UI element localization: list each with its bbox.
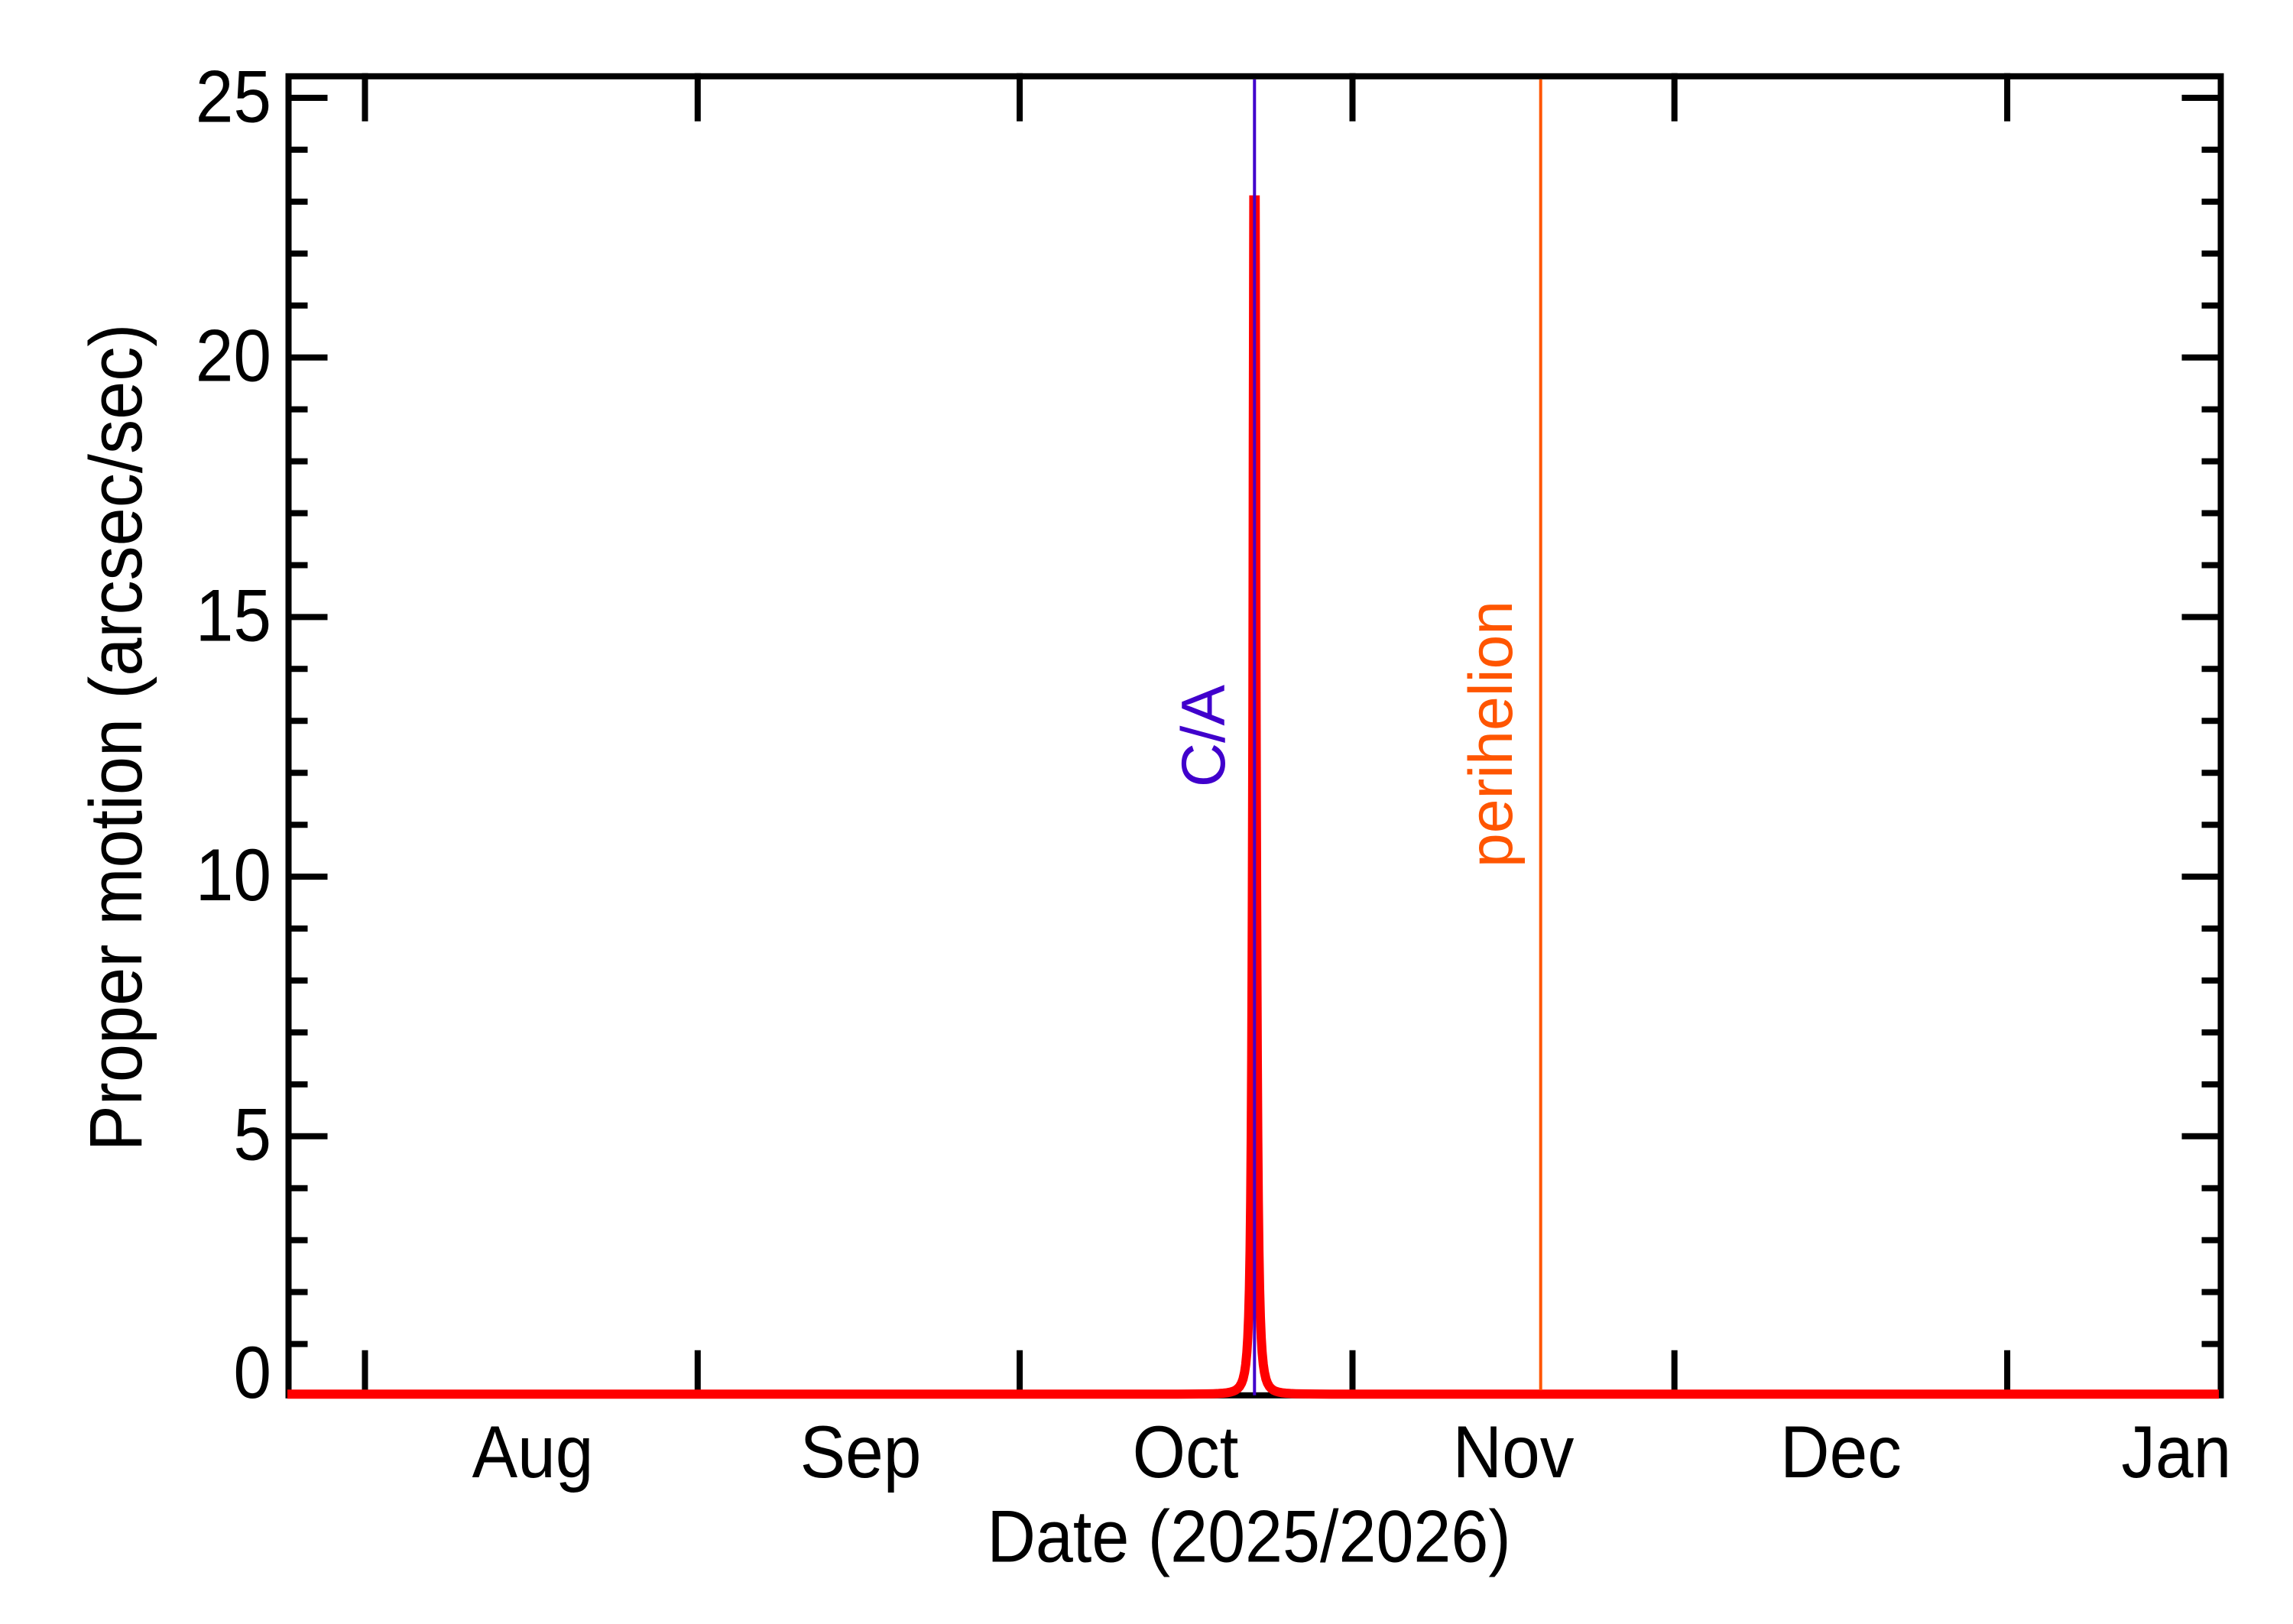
- svg-text:Jan: Jan: [2121, 1411, 2231, 1493]
- svg-text:20: 20: [196, 314, 271, 397]
- svg-text:C/A: C/A: [1169, 685, 1238, 788]
- svg-text:10: 10: [196, 834, 271, 916]
- svg-text:Oct: Oct: [1133, 1411, 1239, 1493]
- svg-text:Sep: Sep: [800, 1411, 922, 1493]
- svg-text:15: 15: [196, 574, 271, 656]
- svg-text:Date (2025/2026): Date (2025/2026): [987, 1495, 1510, 1578]
- svg-text:Aug: Aug: [472, 1411, 594, 1493]
- svg-text:perihelion: perihelion: [1457, 601, 1526, 867]
- svg-text:Dec: Dec: [1780, 1411, 1902, 1493]
- svg-text:25: 25: [196, 55, 271, 138]
- svg-text:0: 0: [233, 1331, 271, 1413]
- svg-text:Proper motion (arcsec/sec): Proper motion (arcsec/sec): [74, 324, 157, 1152]
- svg-text:Nov: Nov: [1453, 1411, 1575, 1493]
- svg-text:5: 5: [233, 1093, 271, 1175]
